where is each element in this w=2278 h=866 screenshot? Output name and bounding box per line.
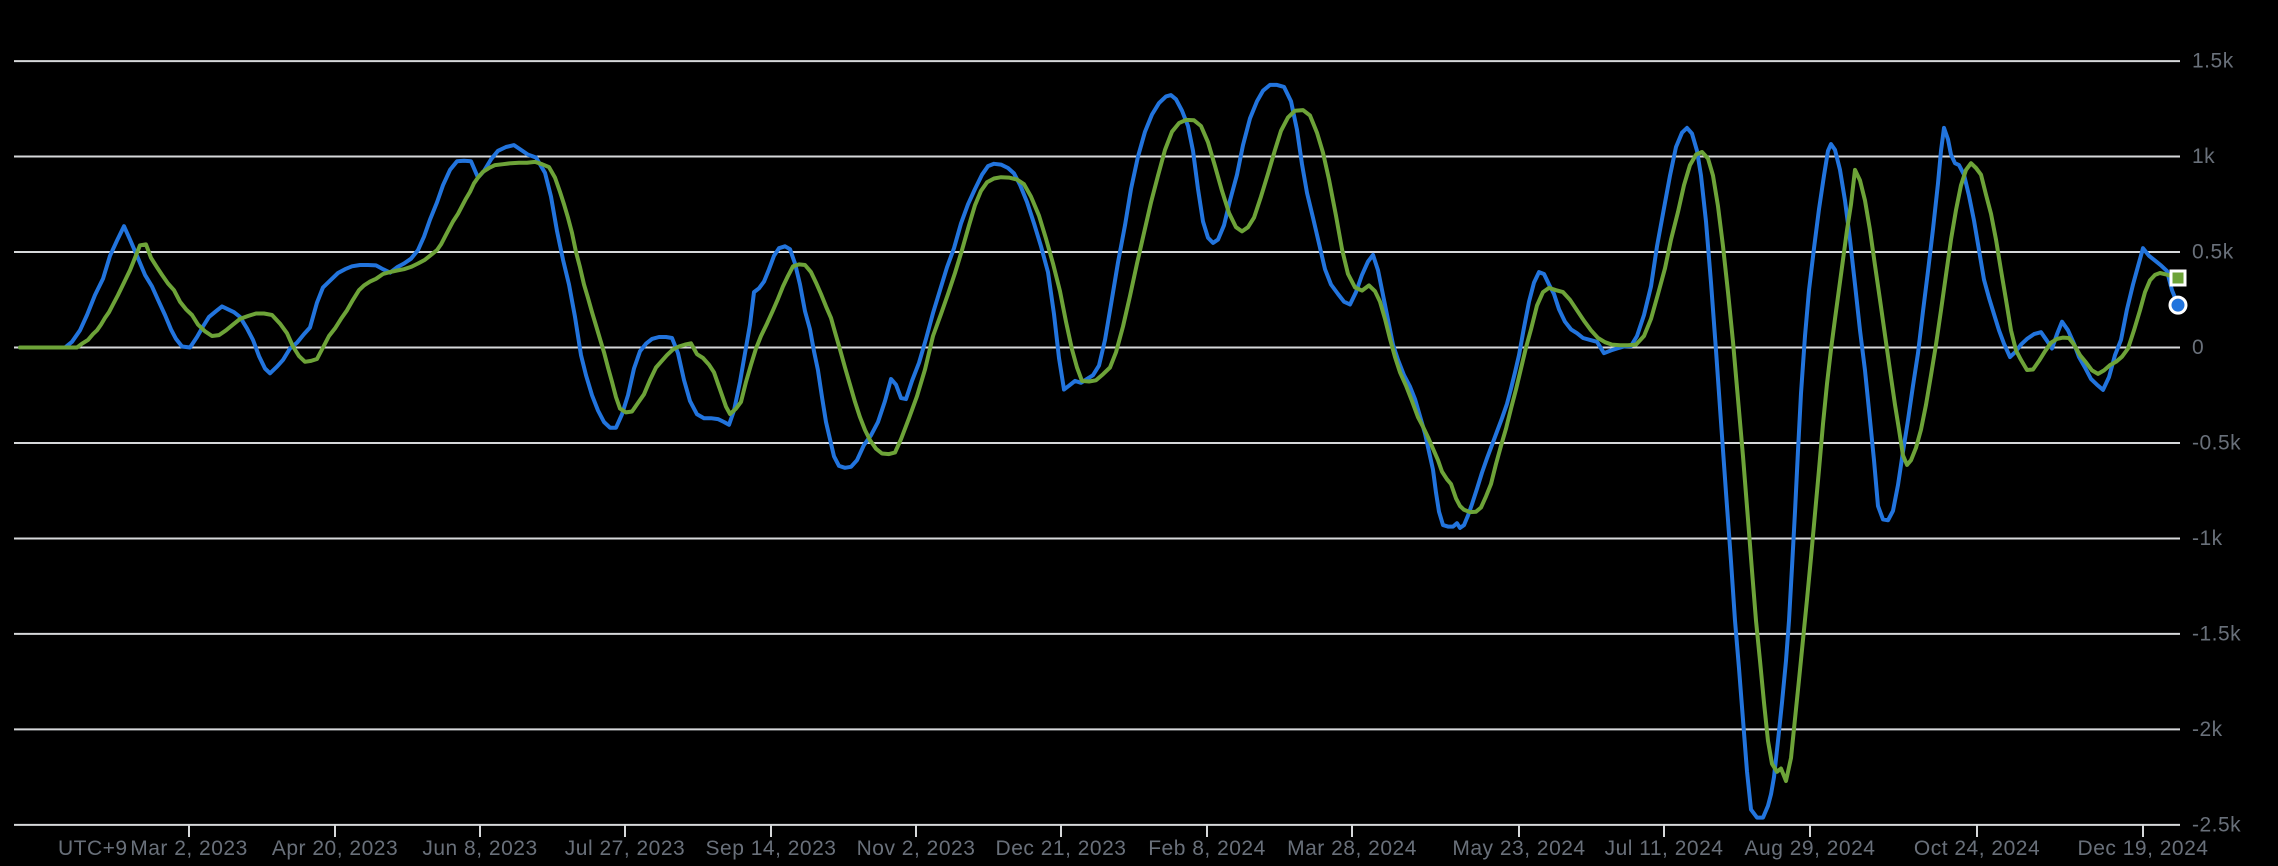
x-tick-label: Nov 2, 2023	[857, 837, 976, 860]
y-tick-label: -2k	[2192, 718, 2223, 741]
y-tick-label: 0.5k	[2192, 241, 2234, 264]
x-tick-label: Apr 20, 2023	[272, 837, 398, 860]
blue-end-marker-circle-icon	[2168, 295, 2188, 315]
end-markers	[2168, 269, 2188, 315]
x-tick-label: Jul 27, 2023	[565, 837, 685, 860]
x-tick-label: Dec 21, 2023	[996, 837, 1127, 860]
gridlines	[14, 60, 2180, 826]
x-tick-label: Jul 11, 2024	[1605, 837, 1724, 860]
x-tick-label: Mar 28, 2024	[1287, 837, 1417, 860]
x-tick-label: Sep 14, 2023	[706, 837, 837, 860]
series-lines	[18, 82, 2180, 820]
x-tick-label: Mar 2, 2023	[130, 837, 248, 860]
green-end-marker-square-icon	[2169, 269, 2187, 287]
blue-series-line[interactable]	[18, 82, 2180, 820]
y-tick-label: -1.5k	[2192, 622, 2241, 645]
y-tick-label: 0	[2192, 336, 2204, 359]
x-tick-label: Feb 8, 2024	[1148, 837, 1266, 860]
x-tick-label: Oct 24, 2024	[1914, 837, 2040, 860]
y-tick-label: 1.5k	[2192, 50, 2234, 73]
x-tick-label: Jun 8, 2023	[422, 837, 537, 860]
axes: 1.5k 1k 0.5k 0 -0.5k -1k -1.5k -2k -2.5k Mar 2, 2…	[130, 50, 2241, 860]
x-tick-label: Aug 29, 2024	[1745, 837, 1876, 860]
x-tick-label: Dec 19, 2024	[2078, 837, 2209, 860]
green-series-line[interactable]	[18, 108, 2180, 783]
y-tick-label: -1k	[2192, 527, 2223, 550]
timezone-label: UTC+9	[58, 837, 128, 860]
x-tick-label: May 23, 2024	[1452, 837, 1585, 860]
y-tick-label: -2.5k	[2192, 813, 2241, 836]
y-tick-label: -0.5k	[2192, 431, 2241, 454]
y-tick-label: 1k	[2192, 145, 2215, 168]
